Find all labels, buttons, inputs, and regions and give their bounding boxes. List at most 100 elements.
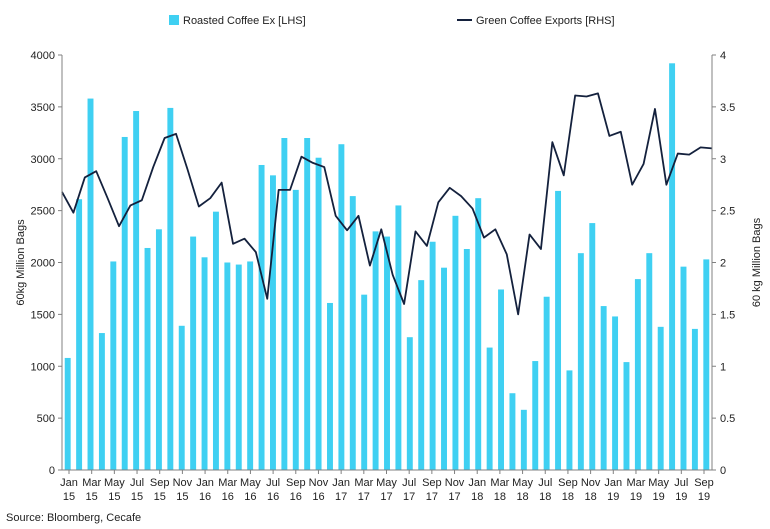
right-tick-label: 3.5	[720, 102, 735, 114]
x-tick-label-year: 19	[607, 491, 619, 503]
x-tick-label-year: 18	[562, 491, 574, 503]
x-tick-label-year: 15	[176, 491, 188, 503]
bar-roasted-coffee	[395, 205, 402, 470]
bar-roasted-coffee	[703, 259, 710, 470]
bar-roasted-coffee	[486, 347, 493, 470]
x-tick-label-month: Nov	[581, 477, 601, 489]
x-tick-label-month: May	[648, 477, 669, 489]
bar-roasted-coffee	[144, 247, 151, 470]
bar-roasted-coffee	[258, 164, 265, 471]
x-tick-label-month: May	[104, 477, 125, 489]
bar-roasted-coffee	[509, 393, 516, 470]
bar-roasted-coffee	[566, 370, 573, 470]
x-tick-label-year: 17	[403, 491, 415, 503]
x-tick-label-month: Jul	[674, 477, 688, 489]
x-tick-label-year: 19	[675, 491, 687, 503]
y-axis-title-left: 60kg Million Bags	[15, 219, 27, 306]
x-tick-label-year: 18	[494, 491, 506, 503]
x-tick-label-year: 15	[86, 491, 98, 503]
bar-roasted-coffee	[600, 306, 607, 470]
right-tick-label: 1	[720, 361, 726, 373]
x-tick-label-year: 16	[290, 491, 302, 503]
bar-roasted-coffee	[498, 289, 504, 470]
bar-roasted-coffee	[327, 302, 333, 470]
bar-roasted-coffee	[361, 294, 368, 470]
bar-roasted-coffee	[543, 296, 550, 470]
x-tick-label-year: 15	[63, 491, 75, 503]
x-tick-label-month: Jul	[538, 477, 552, 489]
bar-roasted-coffee	[452, 215, 459, 470]
bar-roasted-coffee	[612, 316, 619, 470]
bar-roasted-coffee	[623, 362, 630, 470]
left-tick-label: 1000	[31, 361, 55, 373]
left-tick-label: 2000	[31, 258, 55, 270]
x-tick-label-year: 17	[426, 491, 438, 503]
bar-roasted-coffee	[178, 325, 185, 470]
bar-roasted-coffee	[669, 63, 676, 471]
left-tick-label: 4000	[31, 50, 55, 62]
x-tick-label-month: Jan	[468, 477, 486, 489]
x-tick-label-month: Sep	[422, 477, 442, 489]
bar-roasted-coffee	[98, 333, 105, 470]
x-tick-label-year: 17	[335, 491, 347, 503]
x-tick-label-year: 18	[471, 491, 483, 503]
x-tick-label-month: Mar	[626, 477, 645, 489]
bar-roasted-coffee	[315, 157, 322, 470]
bar-roasted-coffee	[121, 136, 128, 470]
x-tick-label-year: 17	[380, 491, 392, 503]
left-tick-label: 3500	[31, 102, 55, 114]
right-tick-label: 3	[720, 154, 726, 166]
x-tick-label-month: Jul	[402, 477, 416, 489]
bar-roasted-coffee	[235, 264, 242, 470]
bar-roasted-coffee	[691, 328, 698, 470]
x-tick-label-month: May	[240, 477, 261, 489]
x-tick-label-year: 18	[516, 491, 528, 503]
right-tick-label: 2	[720, 258, 726, 270]
x-tick-label-year: 15	[108, 491, 120, 503]
bar-roasted-coffee	[201, 257, 208, 470]
x-tick-label-month: Jul	[266, 477, 280, 489]
x-tick-label-month: May	[512, 477, 533, 489]
bar-roasted-coffee	[247, 261, 254, 470]
x-tick-label-year: 17	[358, 491, 370, 503]
bar-roasted-coffee	[133, 111, 140, 471]
x-tick-label-month: Jan	[332, 477, 350, 489]
x-tick-label-month: Sep	[286, 477, 306, 489]
bar-roasted-coffee	[532, 361, 539, 470]
bar-roasted-coffee	[463, 249, 470, 470]
x-tick-label-year: 16	[267, 491, 279, 503]
bar-roasted-coffee	[418, 280, 425, 470]
bar-roasted-coffee	[87, 98, 94, 470]
line-green-coffee-exports	[61, 92, 713, 316]
legend-label-green: Green Coffee Exports [RHS]	[476, 15, 615, 27]
bar-roasted-coffee	[680, 266, 687, 470]
bar-roasted-coffee	[589, 223, 596, 470]
left-tick-label: 1500	[31, 309, 55, 321]
bar-roasted-coffee	[270, 175, 276, 470]
x-tick-label-month: Sep	[150, 477, 170, 489]
bar-roasted-coffee	[224, 262, 231, 470]
x-tick-label-year: 19	[630, 491, 642, 503]
x-tick-label-month: Nov	[309, 477, 329, 489]
x-tick-label-year: 18	[539, 491, 551, 503]
left-tick-label: 0	[49, 465, 55, 477]
bar-roasted-coffee	[441, 267, 447, 470]
x-tick-label-month: Jul	[130, 477, 144, 489]
x-tick-label-year: 15	[154, 491, 166, 503]
bar-roasted-coffee	[577, 253, 584, 470]
bar-roasted-coffee	[520, 409, 527, 470]
bar-roasted-coffee	[372, 231, 379, 470]
bar-roasted-coffee	[384, 236, 390, 470]
x-tick-label-month: Mar	[82, 477, 101, 489]
bar-roasted-coffee	[657, 326, 664, 470]
x-tick-label-month: Nov	[445, 477, 465, 489]
right-tick-label: 2.5	[720, 206, 735, 218]
right-tick-label: 4	[720, 50, 726, 62]
x-tick-label-month: Jan	[60, 477, 78, 489]
x-tick-label-year: 15	[131, 491, 143, 503]
bar-roasted-coffee	[212, 211, 219, 470]
x-tick-label-year: 18	[584, 491, 596, 503]
source-note: Source: Bloomberg, Cecafe	[6, 512, 141, 524]
x-tick-label-month: Jan	[604, 477, 622, 489]
